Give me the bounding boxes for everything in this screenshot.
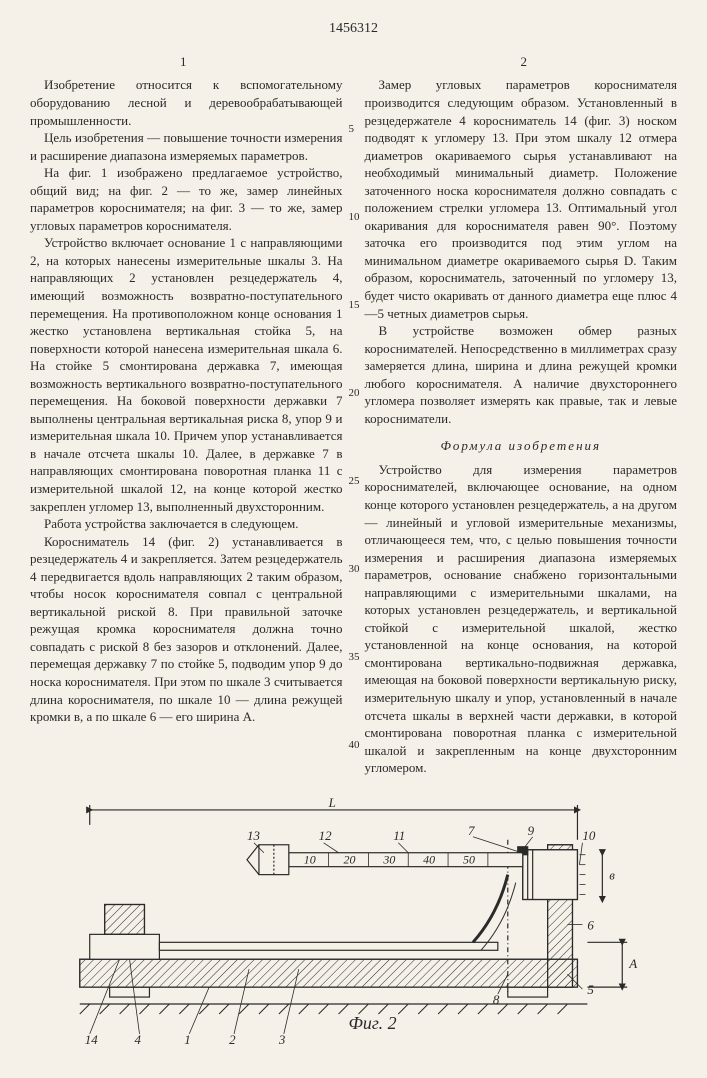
line-number: 25	[349, 474, 360, 489]
callout: 13	[247, 828, 260, 843]
left-column: Изобретение относится к вспомогательному…	[30, 76, 343, 776]
right-column: 5 10 15 20 25 30 35 40 Замер угловых пар…	[365, 76, 678, 776]
line-number: 5	[349, 122, 355, 137]
line-number: 15	[349, 298, 360, 313]
callout: 4	[135, 1032, 142, 1047]
callout: 2	[229, 1032, 236, 1047]
line-number: 20	[349, 386, 360, 401]
para: Устройство для измерения параметров коро…	[365, 461, 678, 777]
callout: 3	[278, 1032, 286, 1047]
para: Изобретение относится к вспомогательному…	[30, 76, 343, 129]
para: Коросниматель 14 (фиг. 2) устанавливаетс…	[30, 533, 343, 726]
para: В устройстве возможен обмер разных корос…	[365, 322, 678, 427]
callout: 9	[528, 823, 535, 838]
line-number: 30	[349, 562, 360, 577]
page-right: 2	[521, 53, 528, 71]
para: Цель изобретения — повышение точности из…	[30, 129, 343, 164]
dim-L: L	[328, 795, 336, 810]
scale-tick: 30	[382, 852, 395, 866]
page-left: 1	[180, 53, 187, 71]
scale-tick: 40	[423, 852, 435, 866]
figure-label: Фиг. 2	[349, 1013, 397, 1033]
figure-svg: L	[30, 795, 677, 1054]
scale-tick: 10	[304, 852, 316, 866]
scale-tick: 20	[344, 852, 356, 866]
dim-B: в	[609, 867, 615, 882]
callout: 6	[587, 917, 594, 932]
figure-2: L	[30, 795, 677, 1058]
callout: 5	[587, 982, 594, 997]
para: Устройство включает основание 1 с направ…	[30, 234, 343, 515]
callout: 14	[85, 1032, 98, 1047]
callout: 12	[319, 828, 332, 843]
patent-number: 1456312	[30, 20, 677, 39]
callout: 7	[468, 823, 475, 838]
line-number: 10	[349, 210, 360, 225]
scale-tick: 50	[463, 852, 475, 866]
page-numbers: 1 2	[30, 53, 677, 71]
text-columns: Изобретение относится к вспомогательному…	[30, 76, 677, 776]
line-number: 40	[349, 738, 360, 753]
para: На фиг. 1 изображено предлагаемое устрой…	[30, 164, 343, 234]
para: Работа устройства заключается в следующе…	[30, 515, 343, 533]
line-number: 35	[349, 650, 360, 665]
callout: 11	[393, 828, 405, 843]
dim-A: A	[628, 956, 637, 971]
callout: 10	[582, 828, 595, 843]
para: Замер угловых параметров короснимателя п…	[365, 76, 678, 322]
formula-title: Формула изобретения	[365, 437, 678, 455]
callout: 1	[184, 1032, 190, 1047]
callout: 8	[493, 992, 500, 1007]
